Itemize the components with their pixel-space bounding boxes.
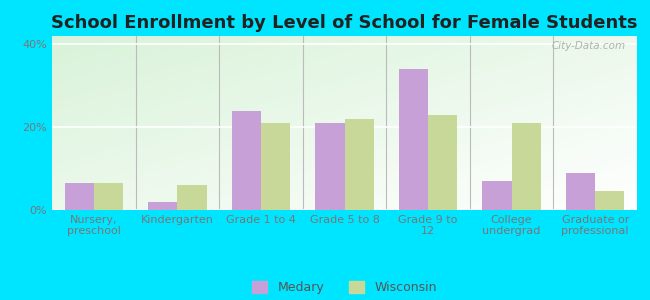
Bar: [482, 181, 512, 210]
Bar: [148, 202, 177, 210]
Bar: [315, 123, 344, 210]
Legend: Medary, Wisconsin: Medary, Wisconsin: [252, 281, 437, 294]
Text: City-Data.com: City-Data.com: [551, 41, 625, 51]
Bar: [428, 115, 458, 210]
Bar: [399, 69, 428, 210]
Bar: [64, 183, 94, 210]
Bar: [177, 185, 207, 210]
Bar: [261, 123, 290, 210]
Bar: [344, 119, 374, 210]
Bar: [566, 173, 595, 210]
Bar: [231, 111, 261, 210]
Title: School Enrollment by Level of School for Female Students: School Enrollment by Level of School for…: [51, 14, 638, 32]
Bar: [595, 191, 625, 210]
Bar: [512, 123, 541, 210]
Bar: [94, 183, 123, 210]
